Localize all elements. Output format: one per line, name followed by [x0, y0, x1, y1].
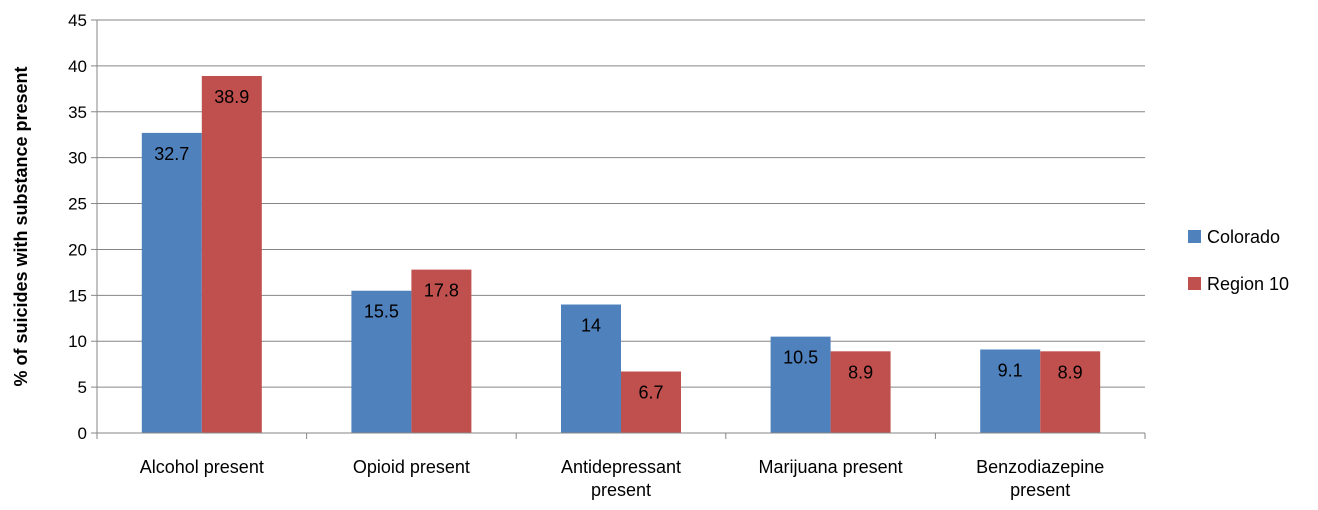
y-tick-label: 10 — [68, 332, 87, 351]
data-label: 9.1 — [998, 360, 1023, 380]
legend-label: Region 10 — [1207, 274, 1289, 294]
y-tick-label: 25 — [68, 195, 87, 214]
legend-swatch-region-10 — [1188, 277, 1201, 290]
data-label: 8.9 — [1058, 362, 1083, 382]
data-label: 10.5 — [783, 348, 818, 368]
y-tick-label: 15 — [68, 286, 87, 305]
x-category-label: Marijuana present — [759, 457, 903, 477]
x-category-label: Alcohol present — [140, 457, 264, 477]
bar-colorado — [561, 304, 621, 433]
y-tick-label: 35 — [68, 103, 87, 122]
x-category-label: Benzodiazepine — [976, 457, 1104, 477]
bar-region-10 — [621, 371, 681, 433]
y-tick-label: 40 — [68, 57, 87, 76]
bar-region-10 — [1040, 351, 1101, 433]
data-label: 38.9 — [214, 87, 249, 107]
y-tick-label: 30 — [68, 149, 87, 168]
y-tick-label: 45 — [68, 11, 87, 30]
bar-region-10 — [830, 351, 891, 433]
y-tick-label: 20 — [68, 240, 87, 259]
bar-colorado — [980, 349, 1041, 433]
data-label: 17.8 — [424, 281, 459, 301]
x-category-label: Opioid present — [353, 457, 470, 477]
bar-colorado — [141, 132, 202, 434]
bar-colorado — [351, 290, 412, 433]
data-label: 32.7 — [154, 144, 189, 164]
data-label: 14 — [581, 316, 601, 336]
data-label: 6.7 — [638, 383, 663, 403]
y-tick-label: 0 — [78, 424, 87, 443]
bar-region-10 — [411, 269, 472, 433]
x-category-label: present — [591, 480, 651, 500]
bar-colorado — [770, 336, 831, 433]
legend-label: Colorado — [1207, 227, 1280, 247]
legend-swatch-colorado — [1188, 230, 1201, 243]
x-category-label: Antidepressant — [561, 457, 681, 477]
data-label: 8.9 — [848, 362, 873, 382]
bar-region-10 — [201, 75, 262, 434]
y-axis-title: % of suicides with substance present — [11, 66, 31, 386]
data-label: 15.5 — [364, 302, 399, 322]
x-category-label: present — [1010, 480, 1070, 500]
y-tick-label: 5 — [78, 378, 87, 397]
